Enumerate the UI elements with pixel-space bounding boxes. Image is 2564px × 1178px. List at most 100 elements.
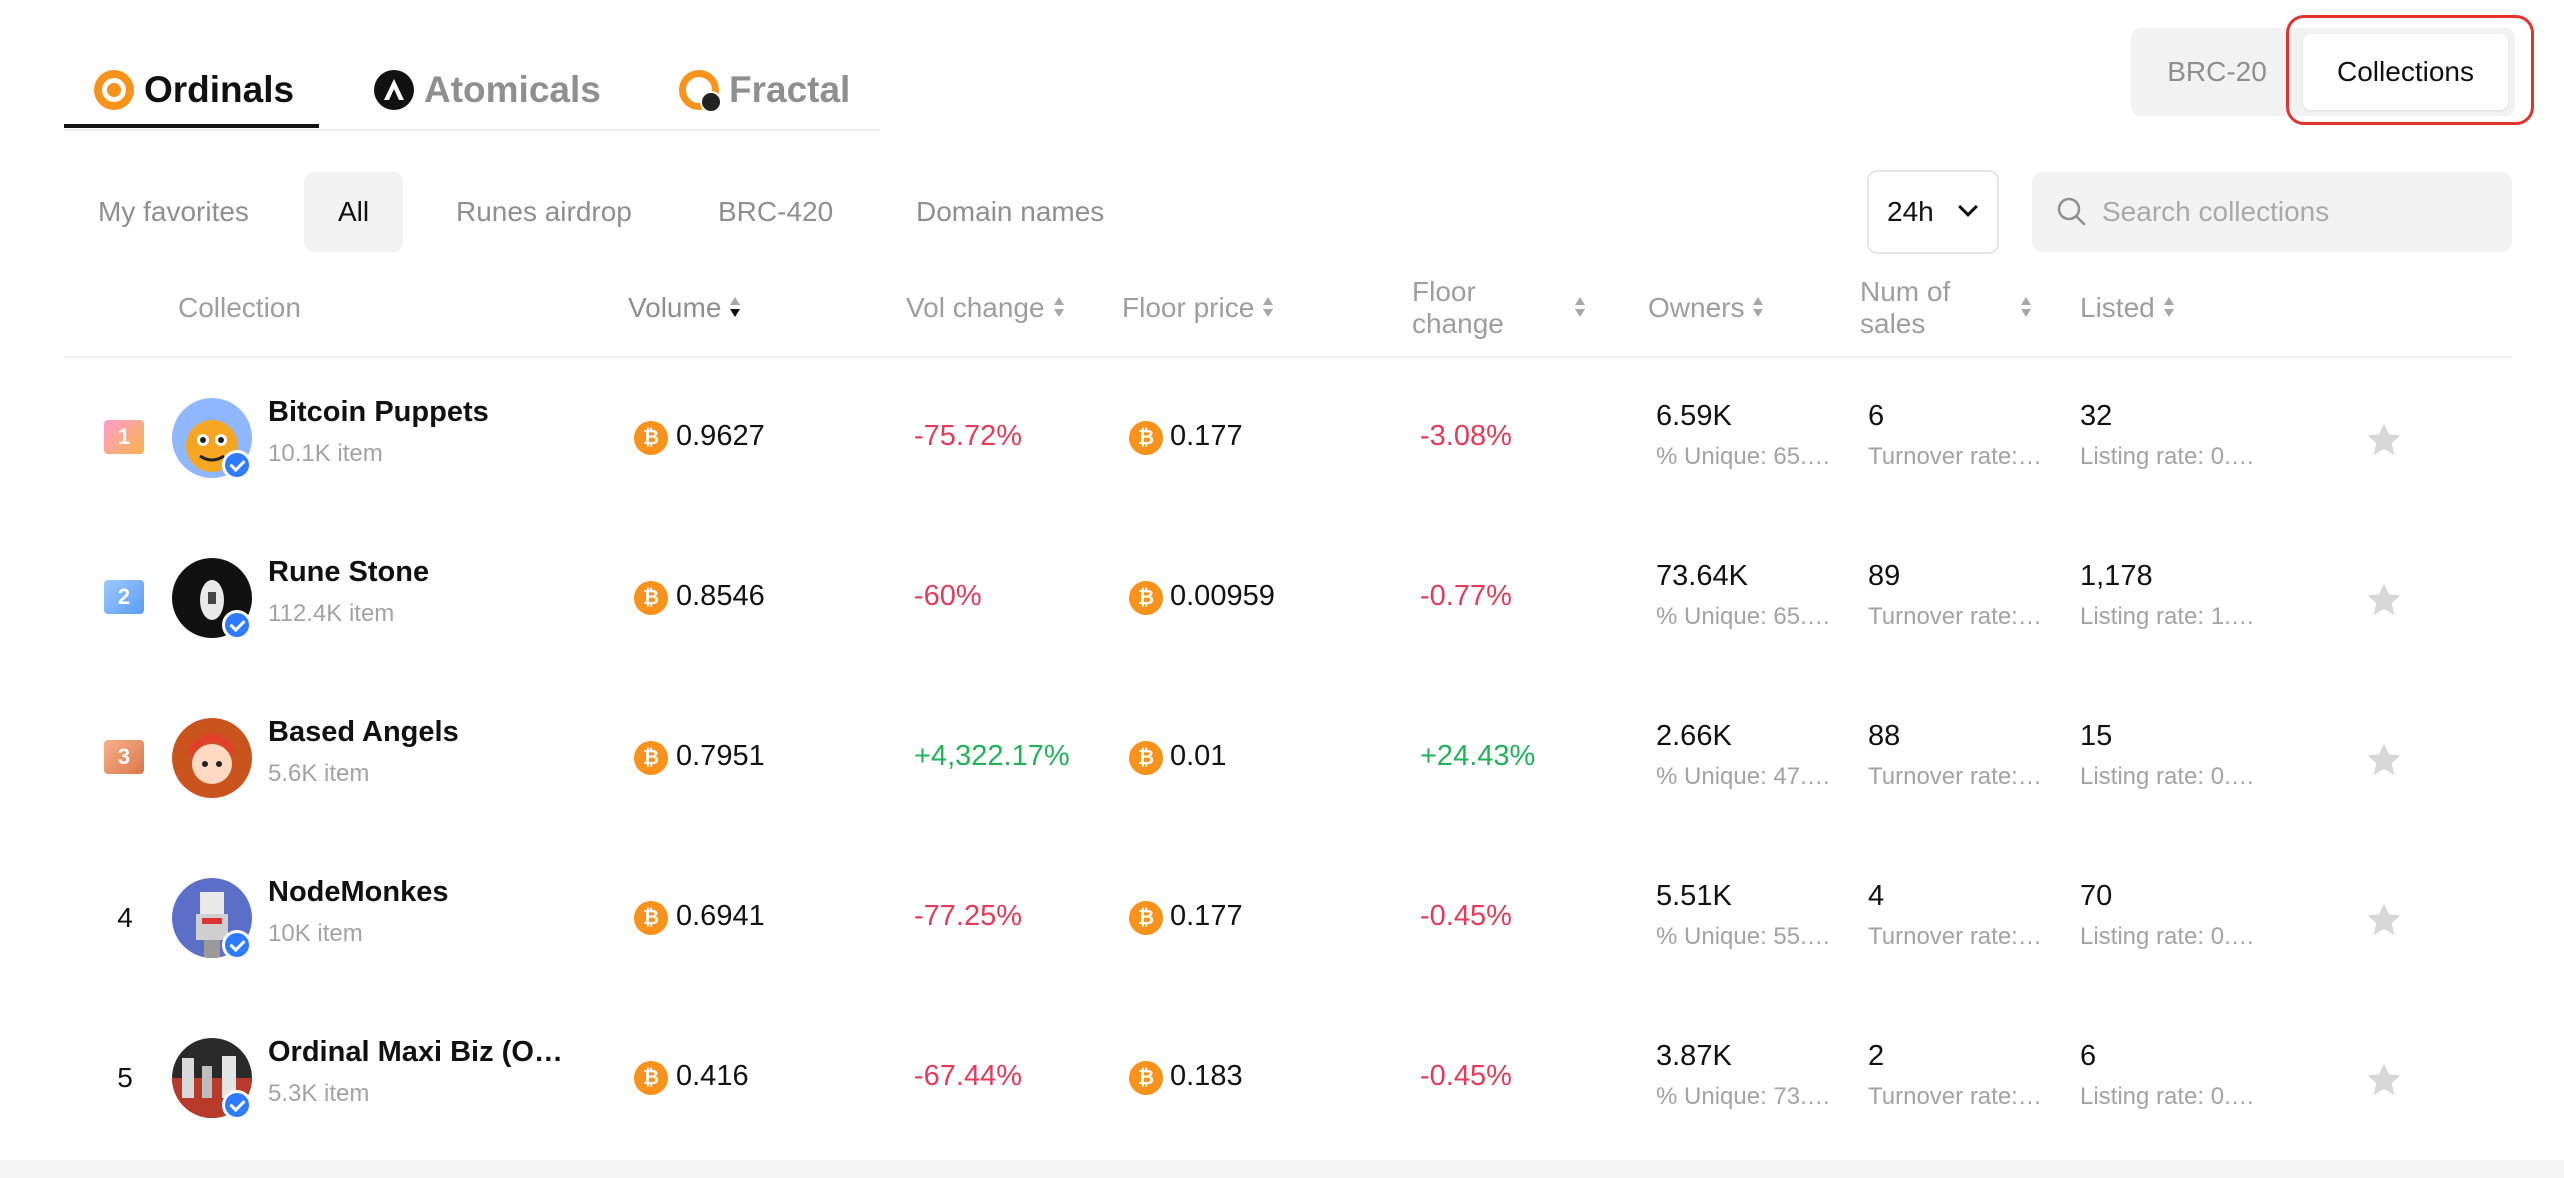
bitcoin-icon: ₿ (634, 581, 668, 615)
search-icon (2057, 197, 2086, 226)
vol-change-value: +4,322.17% (914, 740, 1070, 772)
sort-icon (1752, 297, 1764, 319)
table-row[interactable]: 1 Bitcoin Puppets 10.1K item ₿ 0.9627 -7… (64, 358, 2512, 518)
table-row[interactable]: 4 NodeMonkes 10K item ₿ 0.6941 -77.25% ₿… (64, 838, 2512, 998)
ordinals-icon (94, 70, 134, 110)
fractal-icon (679, 70, 722, 113)
bitcoin-icon: ₿ (1129, 1061, 1163, 1095)
sort-icon (1574, 297, 1586, 319)
listed-value: 70 (2080, 880, 2113, 912)
collections-toggle[interactable]: Collections (2303, 34, 2508, 110)
filter-all[interactable]: All (304, 172, 404, 252)
favorite-star-icon[interactable] (2364, 900, 2404, 940)
filter-brc420[interactable]: BRC-420 (718, 196, 834, 227)
collection-name[interactable]: NodeMonkes (268, 876, 449, 908)
bitcoin-icon: ₿ (1129, 581, 1163, 615)
col-listed[interactable]: Listed (2080, 292, 2175, 324)
brc20-toggle[interactable]: BRC-20 (2167, 56, 2267, 87)
rank-number: 5 (117, 1062, 133, 1093)
verified-icon (222, 450, 252, 480)
tab-atomicals[interactable]: Atomicals (374, 60, 601, 120)
sort-icon (2020, 297, 2032, 319)
sales-value: 89 (1868, 560, 1901, 592)
floor-change-value: -0.45% (1420, 1060, 1512, 1092)
avatar[interactable] (172, 398, 252, 478)
floor-price-value: 0.01 (1170, 740, 1227, 772)
favorite-star-icon[interactable] (2364, 420, 2404, 460)
table-row[interactable]: 5 Ordinal Maxi Biz (O… 5.3K item ₿ 0.416… (64, 998, 2512, 1158)
filter-runes-airdrop[interactable]: Runes airdrop (456, 196, 632, 227)
bitcoin-icon: ₿ (634, 421, 668, 455)
collection-name[interactable]: Rune Stone (268, 556, 430, 588)
sales-value: 4 (1868, 880, 1885, 912)
active-tab-underline (64, 124, 319, 128)
header-divider (64, 356, 2512, 358)
turnover-rate: Turnover rate:… (1868, 1083, 2042, 1110)
vol-change-value: -67.44% (914, 1060, 1023, 1092)
unique-percent: % Unique: 65.… (1656, 603, 1831, 630)
tab-ordinals[interactable]: Ordinals (94, 60, 294, 120)
listing-rate: Listing rate: 0.… (2080, 443, 2255, 470)
tab-fractal[interactable]: Fractal (679, 60, 850, 120)
turnover-rate: Turnover rate:… (1868, 923, 2042, 950)
col-owners[interactable]: Owners (1648, 292, 1764, 324)
rank-number: 4 (117, 902, 133, 933)
unique-percent: % Unique: 73.… (1656, 1083, 1831, 1110)
listed-value: 32 (2080, 400, 2113, 432)
collection-name[interactable]: Based Angels (268, 716, 459, 748)
rank-crown-icon: 3 (104, 740, 144, 774)
tab-label: Ordinals (144, 69, 295, 110)
floor-change-value: -3.08% (1420, 420, 1512, 452)
table-row[interactable]: 2 Rune Stone 112.4K item ₿ 0.8546 -60% ₿… (64, 518, 2512, 678)
sort-icon (1262, 297, 1274, 319)
tab-label: Atomicals (424, 69, 601, 110)
col-volume[interactable]: Volume (628, 292, 741, 324)
search-box (2032, 172, 2512, 252)
listed-value: 6 (2080, 1040, 2097, 1072)
atomicals-icon (374, 70, 414, 110)
rank-crown-icon: 1 (104, 420, 144, 454)
table-row[interactable]: 3 Based Angels 5.6K item ₿ 0.7951 +4,322… (64, 678, 2512, 838)
favorite-star-icon[interactable] (2364, 580, 2404, 620)
volume-value: 0.9627 (676, 420, 765, 452)
period-select[interactable]: 24h (1867, 170, 1999, 254)
col-num-sales[interactable]: Num of sales (1860, 276, 2032, 340)
vol-change-value: -75.72% (914, 420, 1023, 452)
floor-change-value: -0.77% (1420, 580, 1512, 612)
rank-crown-icon: 2 (104, 580, 144, 614)
bottom-edge (0, 1160, 2564, 1178)
favorite-star-icon[interactable] (2364, 1060, 2404, 1100)
collection-name[interactable]: Ordinal Maxi Biz (O… (268, 1036, 563, 1068)
vol-change-value: -60% (914, 580, 982, 612)
col-floor-change[interactable]: Floor change (1412, 276, 1585, 340)
sales-value: 88 (1868, 720, 1901, 752)
turnover-rate: Turnover rate:… (1868, 443, 2042, 470)
col-floor-price[interactable]: Floor price (1122, 292, 1274, 324)
floor-change-value: -0.45% (1420, 900, 1512, 932)
view-switch: BRC-20 Collections (2131, 28, 2515, 116)
owners-value: 5.51K (1656, 880, 1732, 912)
bitcoin-icon: ₿ (634, 901, 668, 935)
filter-domain-names[interactable]: Domain names (916, 196, 1105, 227)
owners-value: 73.64K (1656, 560, 1748, 592)
bitcoin-icon: ₿ (634, 741, 668, 775)
search-input[interactable] (2102, 172, 2502, 252)
listed-value: 15 (2080, 720, 2113, 752)
col-vol-change[interactable]: Vol change (906, 292, 1065, 324)
favorite-star-icon[interactable] (2364, 740, 2404, 780)
item-count: 10.1K item (268, 440, 383, 467)
listing-rate: Listing rate: 0.… (2080, 1083, 2255, 1110)
sort-icon (1053, 297, 1065, 319)
listing-rate: Listing rate: 0.… (2080, 923, 2255, 950)
floor-price-value: 0.00959 (1170, 580, 1275, 612)
floor-price-value: 0.177 (1170, 420, 1243, 452)
item-count: 5.3K item (268, 1080, 370, 1107)
collection-name[interactable]: Bitcoin Puppets (268, 396, 489, 428)
sales-value: 6 (1868, 400, 1885, 432)
owners-value: 2.66K (1656, 720, 1732, 752)
avatar[interactable] (172, 718, 252, 798)
sort-icon (729, 297, 741, 319)
bitcoin-icon: ₿ (1129, 741, 1163, 775)
floor-change-value: +24.43% (1420, 740, 1536, 772)
filter-my-favorites[interactable]: My favorites (98, 196, 249, 227)
